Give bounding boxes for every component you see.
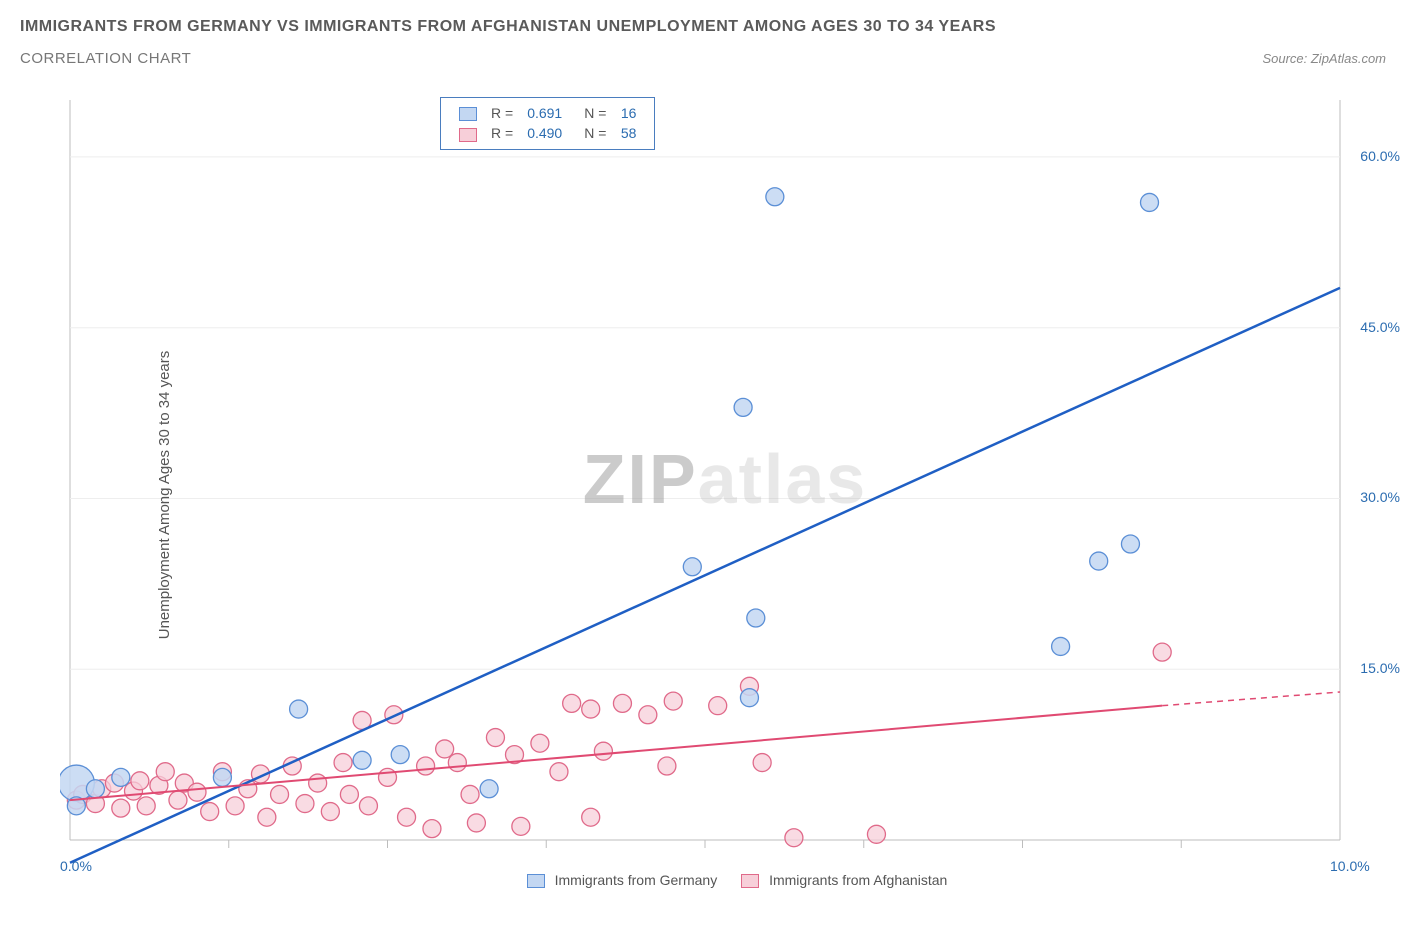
source-label: Source: ZipAtlas.com [1262, 51, 1386, 66]
chart-title: IMMIGRANTS FROM GERMANY VS IMMIGRANTS FR… [20, 18, 1386, 36]
legend-stats: R =0.691N =16R =0.490N =58 [440, 97, 655, 150]
plot-area: Unemployment Among Ages 30 to 34 years Z… [60, 100, 1390, 890]
scatter-plot [60, 100, 1390, 890]
y-axis-label: Unemployment Among Ages 30 to 34 years [156, 351, 173, 640]
y-tick-label: 15.0% [1346, 660, 1400, 676]
chart-subtitle: CORRELATION CHART [20, 50, 191, 67]
y-tick-label: 30.0% [1346, 489, 1400, 505]
legend-series: Immigrants from Germany Immigrants from … [60, 872, 1390, 888]
y-tick-label: 60.0% [1346, 148, 1400, 164]
y-tick-label: 45.0% [1346, 319, 1400, 335]
